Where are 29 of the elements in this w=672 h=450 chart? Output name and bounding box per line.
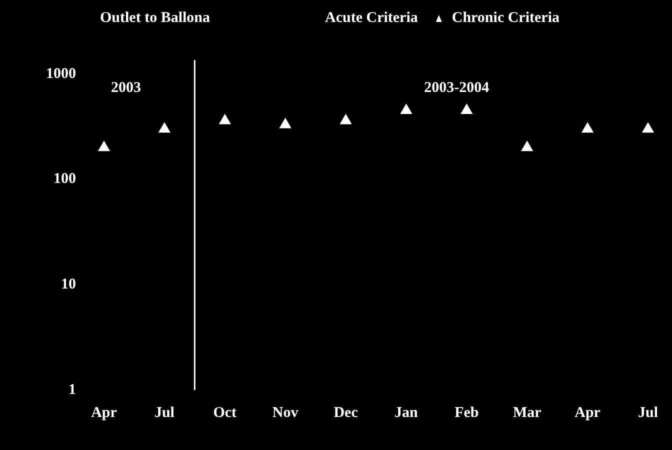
x-tick-label: Jan	[394, 404, 419, 421]
legend-label: Chronic Criteria	[452, 10, 560, 26]
x-tick-label: Jul	[154, 404, 174, 421]
x-tick-label: Feb	[454, 404, 479, 421]
point	[158, 122, 170, 133]
y-tick-label: 1000	[46, 66, 76, 82]
x-tick-label: Dec	[334, 404, 358, 421]
text: Acute Criteria	[325, 10, 418, 26]
point	[642, 122, 654, 133]
point	[219, 114, 231, 124]
x-tick-label: Nov	[272, 404, 299, 421]
point	[400, 104, 412, 114]
x-tick-label: Jul	[638, 404, 658, 421]
x-tick-label: Apr	[574, 404, 601, 421]
x-tick-label: Oct	[213, 404, 237, 421]
point	[340, 114, 352, 124]
point	[582, 122, 594, 133]
point	[521, 141, 533, 152]
y-tick-label: 10	[61, 276, 76, 293]
point	[98, 141, 110, 152]
point	[460, 104, 472, 114]
annotation: 2003-2004	[424, 80, 490, 96]
annotation: 2003	[111, 80, 141, 96]
x-tick-label: Mar	[512, 404, 542, 421]
y-tick-label: 100	[54, 171, 76, 188]
x-tick-label: Apr	[91, 404, 118, 421]
y-tick-label: 1	[68, 382, 76, 398]
point	[280, 118, 292, 128]
chart-title: Outlet to Ballona	[100, 10, 210, 26]
